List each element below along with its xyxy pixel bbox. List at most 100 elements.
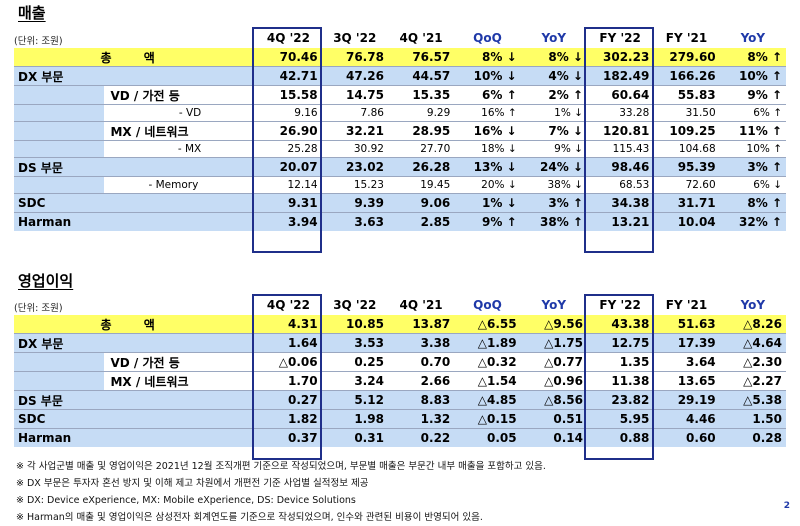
value-cell: △4.85	[454, 390, 521, 410]
sub-segment-row: MX / 네트워크 26.90 32.21 28.95 16% ↓ 7% ↓ 120.81 1…	[14, 121, 786, 141]
total-value: △9.56	[520, 315, 587, 334]
value-cell: 5.95	[586, 409, 654, 429]
total-value: 43.38	[586, 315, 654, 334]
value-cell: 15.35	[387, 85, 455, 105]
value-cell: 16% ↓	[454, 121, 521, 141]
total-value: 76.57	[387, 48, 455, 67]
value-cell: 0.88	[586, 428, 654, 447]
segment-label: SDC	[14, 409, 256, 429]
detail-label: - Memory	[104, 176, 256, 194]
value-cell: 3.24	[321, 371, 388, 391]
value-cell: 0.70	[387, 352, 455, 372]
column-header: QoQ	[473, 31, 502, 45]
value-cell: 2% ↑	[520, 85, 587, 105]
value-cell: 1% ↓	[454, 193, 521, 213]
value-cell: 10% ↑	[719, 66, 786, 86]
sub-segment-row: VD / 가전 등 15.58 14.75 15.35 6% ↑ 2% ↑ 60.64 55.…	[14, 85, 786, 105]
total-value: 279.60	[653, 48, 720, 67]
value-cell: 3.38	[387, 333, 455, 353]
total-value: 8% ↓	[520, 48, 587, 67]
value-cell: 27.70	[387, 140, 455, 158]
value-cell: 14.75	[321, 85, 388, 105]
segment-row: DX 부문 1.64 3.53 3.38 △1.89 △1.75 12.75 17.39 △4.…	[14, 333, 786, 353]
value-cell: 9.16	[255, 104, 322, 122]
column-header: FY '22	[599, 298, 641, 312]
value-cell: 0.51	[520, 409, 587, 429]
value-cell: 28.95	[387, 121, 455, 141]
column-header: YoY	[541, 31, 567, 45]
column-header: 4Q '21	[399, 31, 443, 45]
value-cell: 55.83	[653, 85, 720, 105]
indent-cell	[14, 140, 105, 158]
segment-row: DX 부문 42.71 47.26 44.57 10% ↓ 4% ↓ 182.49 166.2…	[14, 66, 786, 86]
value-cell: 68.53	[586, 176, 654, 194]
value-cell: 10.04	[653, 212, 720, 231]
value-cell: 6% ↑	[454, 85, 521, 105]
op-unit-label: (단위: 조원)	[14, 303, 63, 314]
value-cell: 1.82	[255, 409, 322, 429]
total-value: 4.31	[255, 315, 322, 334]
value-cell: 109.25	[653, 121, 720, 141]
value-cell: 9% ↓	[520, 140, 587, 158]
value-cell: 4.46	[653, 409, 720, 429]
value-cell: 12.14	[255, 176, 322, 194]
value-cell: 0.31	[321, 428, 388, 447]
segment-row: SDC 9.31 9.39 9.06 1% ↓ 3% ↑ 34.38 31.71 8% ↑	[14, 193, 786, 213]
column-header: FY '21	[665, 31, 708, 45]
total-value: 8% ↑	[719, 48, 786, 67]
value-cell: 120.81	[586, 121, 654, 141]
value-cell: 4% ↓	[520, 66, 587, 86]
value-cell: 98.46	[586, 157, 654, 177]
header-blank	[104, 295, 255, 315]
column-header: FY '22	[599, 31, 641, 45]
value-cell: 1.32	[387, 409, 455, 429]
column-header: YoY	[740, 31, 766, 45]
value-cell: 34.38	[586, 193, 654, 213]
sales-section-title: 매출	[18, 4, 46, 22]
column-header: YoY	[740, 298, 766, 312]
header-blank	[104, 28, 255, 48]
value-cell: 3.63	[321, 212, 388, 231]
value-cell: 9.29	[387, 104, 455, 122]
value-cell: 38% ↓	[520, 176, 587, 194]
footnote: ※ DX: Device eXperience, MX: Mobile eXpe…	[16, 495, 356, 506]
value-cell: 0.27	[255, 390, 322, 410]
indent-cell	[14, 176, 105, 194]
value-cell: 47.26	[321, 66, 388, 86]
segment-row: Harman 3.94 3.63 2.85 9% ↑ 38% ↑ 13.21 10.04 32%…	[14, 212, 786, 231]
value-cell: 60.64	[586, 85, 654, 105]
header-blank	[14, 28, 104, 48]
value-cell: 9.39	[321, 193, 388, 213]
value-cell: 16% ↑	[454, 104, 521, 122]
column-header: 3Q '22	[333, 31, 377, 45]
value-cell: 8% ↑	[719, 193, 786, 213]
value-cell: 1.50	[719, 409, 786, 429]
value-cell: 31.71	[653, 193, 720, 213]
column-header: QoQ	[473, 298, 502, 312]
segment-label: DX 부문	[14, 66, 256, 86]
value-cell: 0.25	[321, 352, 388, 372]
value-cell: 95.39	[653, 157, 720, 177]
column-header: YoY	[541, 298, 567, 312]
total-value: 302.23	[586, 48, 654, 67]
sub-segment-label: VD / 가전 등	[104, 352, 256, 372]
value-cell: 11% ↑	[719, 121, 786, 141]
total-value: 10.85	[321, 315, 388, 334]
value-cell: 10% ↑	[719, 140, 786, 158]
value-cell: 3.64	[653, 352, 720, 372]
total-value: 76.78	[321, 48, 388, 67]
value-cell: 13% ↓	[454, 157, 521, 177]
value-cell: 9% ↑	[454, 212, 521, 231]
value-cell: △8.56	[520, 390, 587, 410]
value-cell: 13.65	[653, 371, 720, 391]
value-cell: 44.57	[387, 66, 455, 86]
segment-label: DX 부문	[14, 333, 256, 353]
value-cell: △0.77	[520, 352, 587, 372]
value-cell: 72.60	[653, 176, 720, 194]
page-number: 2	[783, 501, 790, 511]
sub-segment-row: VD / 가전 등 △0.06 0.25 0.70 △0.32 △0.77 1.35 3.64…	[14, 352, 786, 372]
value-cell: 17.39	[653, 333, 720, 353]
value-cell: △2.27	[719, 371, 786, 391]
indent-cell	[14, 371, 105, 391]
sub-segment-label: MX / 네트워크	[104, 121, 256, 141]
